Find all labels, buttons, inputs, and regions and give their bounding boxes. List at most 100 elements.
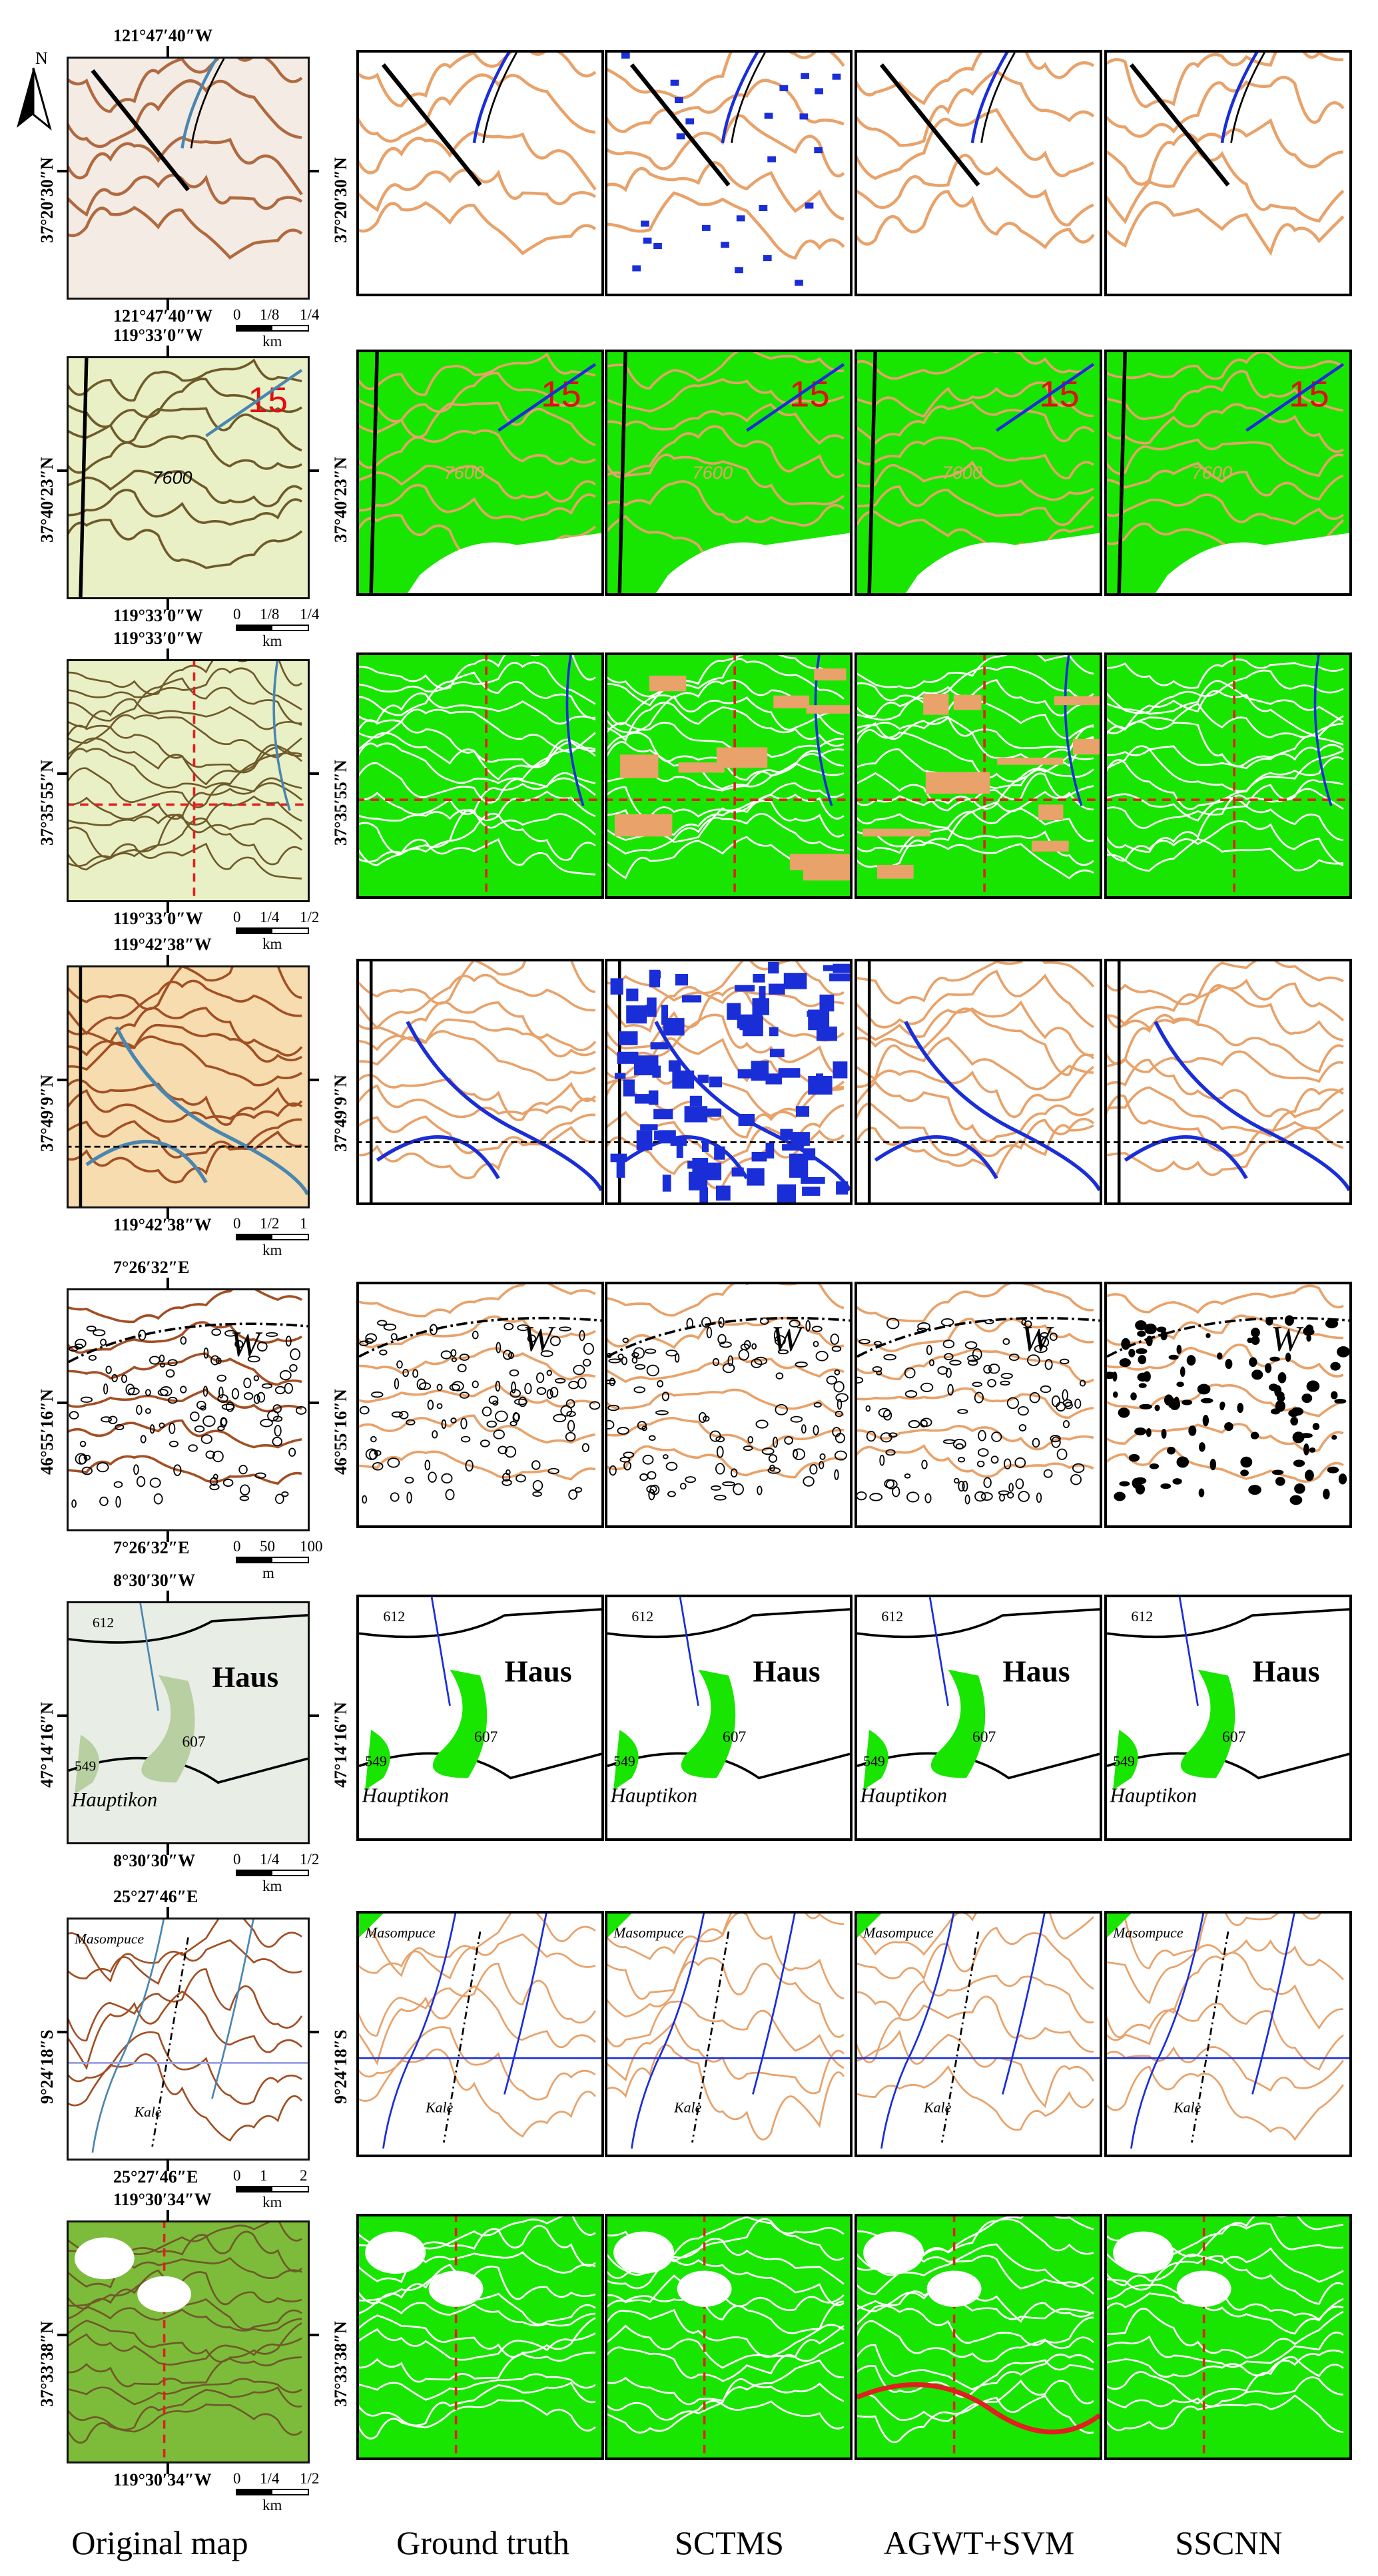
svg-text:549: 549: [1113, 1753, 1135, 1769]
scale-unit: km: [262, 2194, 282, 2210]
svg-text:Haus: Haus: [1252, 1655, 1319, 1688]
scale-bar-graphic: [236, 927, 309, 934]
right-latitude-label: 37°33′38″N: [331, 2321, 350, 2407]
scale-tick-0: 0: [233, 306, 241, 323]
graticule-tick: [308, 1714, 319, 1717]
svg-text:607: 607: [474, 1728, 498, 1746]
bottom-longitude-label: 7°26′32″E: [113, 1538, 190, 1557]
figure-row: 119°30′34″W 119°30′34″W 37°33′38″N 37°33′38…: [0, 2191, 1378, 2513]
right-latitude-label: 9°24′18″S: [331, 2029, 350, 2104]
svg-text:Kale: Kale: [425, 2100, 454, 2116]
scale-bar: 0 1/4 1/2 km: [233, 2470, 366, 2517]
scale-tick-2: 2: [300, 2167, 308, 2184]
graticule-tick: [167, 1843, 169, 1855]
graticule-tick: [167, 1278, 169, 1290]
ground-truth-panel: [356, 50, 604, 296]
right-latitude-label: 37°20′30″N: [331, 157, 350, 243]
top-longitude-label: 121°47′40″W: [113, 26, 213, 45]
scale-unit: km: [262, 2497, 282, 2513]
svg-text:549: 549: [863, 1753, 885, 1769]
svg-text:15: 15: [248, 380, 288, 420]
figure-row: Masompuce Kale 25°27′46″E 25°27′46″E 9°24′18…: [0, 1888, 1378, 2210]
graticule-tick: [308, 469, 319, 472]
svg-text:Kale: Kale: [673, 2100, 702, 2116]
scale-tick-2: 1: [300, 1215, 308, 1232]
svg-text:Masompuce: Masompuce: [1112, 1925, 1184, 1941]
sctms-panel: W: [605, 1282, 853, 1528]
original-map: [67, 57, 310, 300]
ground-truth-panel: [356, 2214, 604, 2460]
scale-unit: km: [262, 1242, 282, 1258]
sscnn-panel: W: [1104, 1282, 1352, 1528]
scale-bar: 0 50 100 m: [233, 1538, 366, 1585]
svg-text:549: 549: [75, 1758, 96, 1774]
north-label: N: [35, 49, 48, 68]
scale-bar-graphic: [236, 1870, 309, 1876]
svg-text:Haus: Haus: [212, 1661, 278, 1694]
graticule-tick: [167, 2210, 169, 2222]
graticule-tick: [167, 598, 169, 610]
agwt-svm-panel: Haus 607 612 549 Hauptikon: [855, 1595, 1102, 1841]
scale-tick-2: 100: [300, 1538, 323, 1555]
scale-unit: m: [262, 1565, 274, 1581]
scale-bar: 0 1/4 1/2 km: [233, 909, 366, 955]
sctms-panel: [605, 50, 853, 296]
left-latitude-label: 37°49′9″N: [37, 1075, 57, 1152]
graticule-tick: [167, 346, 169, 358]
scale-tick-0: 0: [233, 1538, 241, 1555]
ground-truth-panel: W: [356, 1282, 604, 1528]
scale-bar: 0 1/8 1/4 km: [233, 306, 366, 353]
svg-text:W: W: [230, 1324, 262, 1364]
svg-text:Haus: Haus: [1002, 1655, 1070, 1688]
graticule-tick: [57, 469, 68, 472]
svg-text:15: 15: [541, 374, 581, 415]
graticule-tick: [167, 955, 169, 967]
scale-tick-2: 1/4: [300, 306, 320, 323]
left-latitude-label: 37°20′30″N: [37, 157, 57, 243]
scale-tick-0: 0: [233, 2167, 241, 2184]
scale-tick-0: 0: [233, 1215, 241, 1232]
svg-text:W: W: [1271, 1318, 1304, 1359]
svg-text:7600: 7600: [1192, 462, 1232, 483]
graticule-tick: [57, 1714, 68, 1717]
left-latitude-label: 46°55′16″N: [37, 1389, 57, 1475]
bottom-longitude-label: 25°27′46″E: [113, 2167, 198, 2187]
graticule-tick: [308, 170, 319, 172]
graticule-tick: [57, 2031, 68, 2033]
scale-bar: 0 1 2 km: [233, 2167, 366, 2214]
original-map: Haus 607 612 549 Hauptikon: [67, 1601, 310, 1844]
scale-bar-graphic: [236, 2186, 309, 2192]
agwt-svm-panel: Masompuce Kale: [855, 1911, 1102, 2157]
bottom-longitude-label: 119°33′0″W: [113, 606, 203, 625]
graticule-tick: [57, 772, 68, 775]
right-latitude-label: 37°40′23″N: [331, 457, 350, 543]
right-latitude-label: 37°35′55″N: [331, 760, 350, 846]
column-label-agwt-svm: AGWT+SVM: [883, 2524, 1075, 2561]
graticule-tick: [57, 1402, 68, 1404]
svg-text:607: 607: [1222, 1728, 1246, 1746]
scale-tick-2: 1/4: [300, 606, 320, 623]
sctms-panel: [605, 959, 853, 1205]
top-longitude-label: 119°33′0″W: [113, 326, 203, 345]
graticule-tick: [308, 772, 319, 775]
agwt-svm-panel: [855, 959, 1102, 1205]
bottom-longitude-label: 8°30′30″W: [113, 1851, 196, 1870]
figure-row: 15 7600 119°33′0″W 119°33′0″W 37°40′23″N 37°4…: [0, 327, 1378, 649]
original-map: [67, 659, 310, 902]
agwt-svm-panel: 15 7600: [855, 350, 1102, 596]
original-map: W: [67, 1288, 310, 1531]
scale-tick-0: 0: [233, 1851, 241, 1868]
top-longitude-label: 8°30′30″W: [113, 1571, 196, 1590]
scale-tick-1: 1/4: [260, 1851, 280, 1868]
svg-text:612: 612: [631, 1609, 653, 1625]
original-map: [67, 2220, 310, 2463]
graticule-tick: [57, 1079, 68, 1081]
svg-text:Hauptikon: Hauptikon: [610, 1784, 698, 1807]
graticule-tick: [167, 46, 169, 58]
scale-tick-1: 1/2: [260, 1215, 280, 1232]
svg-text:Haus: Haus: [753, 1655, 820, 1688]
scale-unit: km: [262, 333, 282, 350]
scale-bar-graphic: [236, 625, 309, 631]
svg-text:Masompuce: Masompuce: [74, 1931, 144, 1947]
sscnn-panel: [1104, 50, 1352, 296]
